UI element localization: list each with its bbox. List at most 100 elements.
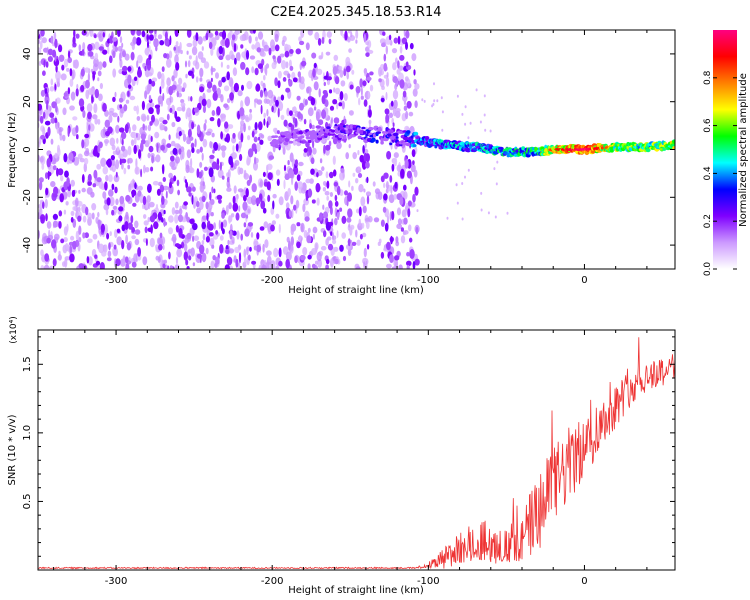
noise-blob [249,108,252,113]
noise-speckle [117,210,123,215]
noise-blob [287,73,291,79]
sparse-speckle [496,160,499,164]
noise-speckle [243,248,247,259]
noise-speckle [396,207,402,216]
noise-blob [125,256,129,264]
noise-blob [412,160,415,166]
noise-blob [339,91,344,101]
noise-speckle [413,169,418,178]
noise-speckle [89,30,94,38]
noise-blob [244,228,250,237]
noise-blob [325,264,329,269]
signal-mark [405,142,411,147]
noise-speckle [247,208,251,214]
noise-blob [67,87,71,95]
noise-blob [381,42,386,48]
noise-blob [257,63,263,69]
noise-speckle [297,181,304,190]
noise-speckle [369,84,374,92]
noise-blob [403,217,408,225]
noise-blob [199,253,202,264]
noise-blob [274,44,280,52]
noise-blob [366,76,372,81]
noise-blob [272,200,275,210]
noise-speckle [389,112,393,119]
noise-blob [311,199,316,204]
noise-blob [148,54,152,61]
noise-speckle [144,47,150,56]
noise-blob [190,142,195,149]
sparse-speckle [479,120,482,124]
noise-speckle [249,55,256,60]
noise-blob [380,251,385,259]
noise-speckle [70,91,76,101]
spectrogram-x-tick-label: -100 [417,275,440,286]
noise-speckle [111,144,116,151]
noise-speckle [267,255,272,265]
noise-blob [409,237,413,243]
noise-blob [346,217,352,223]
noise-speckle [211,37,217,47]
noise-speckle [227,169,231,179]
noise-speckle [166,58,172,68]
signal-mark [307,139,312,144]
noise-blob [58,54,65,62]
noise-blob [262,207,267,214]
noise-blob [132,36,137,45]
noise-speckle [102,166,109,175]
noise-speckle [414,83,420,90]
noise-speckle [198,201,204,210]
noise-speckle [330,117,334,124]
noise-blob [82,110,86,118]
noise-speckle [325,238,329,246]
noise-speckle [40,249,44,257]
noise-blob [194,138,197,148]
noise-speckle [356,239,361,246]
noise-blob [46,237,51,244]
noise-speckle [285,251,292,261]
noise-blob [368,105,371,111]
noise-blob [142,123,145,131]
noise-speckle [275,265,280,269]
noise-blob [245,188,249,198]
signal-mark [341,129,346,132]
noise-blob [284,50,290,58]
signal-mark [357,135,362,140]
noise-speckle [221,150,226,158]
noise-speckle [217,169,224,179]
sparse-speckle [456,94,459,98]
noise-speckle [112,205,118,210]
noise-blob [51,239,57,249]
noise-blob [154,104,160,109]
noise-blob [323,144,326,154]
colorbar-ticks: 0.0 0.2 0.4 0.6 0.8 [703,70,737,276]
noise-blob [147,227,153,233]
spectrogram-y-tick-label: -20 [22,189,33,205]
noise-speckle [39,40,43,50]
noise-blob [214,30,219,36]
noise-speckle [326,195,330,201]
signal-mark [393,132,399,137]
noise-speckle [90,87,95,97]
noise-speckle [161,138,167,144]
noise-speckle [393,152,399,159]
noise-blob [164,31,168,41]
noise-blob [358,206,362,217]
noise-speckle [392,89,399,100]
noise-speckle [267,89,274,99]
noise-speckle [411,53,417,62]
noise-blob [366,176,369,184]
noise-speckle [157,71,162,80]
noise-speckle [107,250,112,258]
noise-speckle [193,235,200,241]
noise-blob [342,255,347,262]
noise-blob [294,181,299,191]
noise-blob [130,215,134,224]
noise-blob [109,35,114,44]
noise-blob [137,68,142,78]
signal-mark [387,129,394,134]
noise-blob [148,107,154,115]
noise-speckle [38,47,42,55]
noise-speckle [291,208,294,219]
noise-speckle [206,98,212,109]
